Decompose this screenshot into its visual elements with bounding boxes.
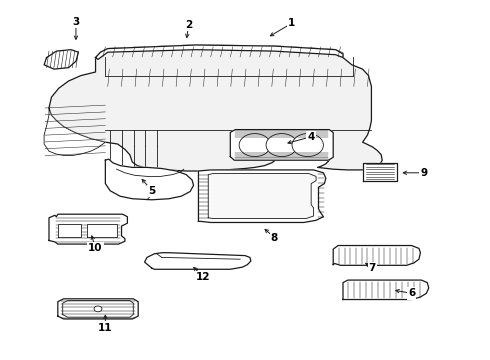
- Text: 10: 10: [88, 243, 103, 253]
- Polygon shape: [87, 224, 117, 237]
- Polygon shape: [58, 224, 81, 237]
- Text: 11: 11: [98, 323, 113, 333]
- Circle shape: [266, 134, 297, 157]
- Text: 2: 2: [185, 20, 192, 30]
- Text: 12: 12: [196, 272, 211, 282]
- Polygon shape: [44, 50, 78, 69]
- Polygon shape: [363, 163, 397, 181]
- Text: 1: 1: [288, 18, 295, 28]
- Polygon shape: [49, 45, 382, 171]
- Polygon shape: [58, 299, 138, 319]
- Polygon shape: [96, 45, 343, 59]
- Text: 4: 4: [307, 132, 315, 142]
- Circle shape: [239, 134, 270, 157]
- Text: 5: 5: [148, 186, 155, 196]
- Circle shape: [292, 134, 323, 157]
- Polygon shape: [49, 214, 127, 244]
- Polygon shape: [333, 246, 420, 265]
- Polygon shape: [343, 280, 429, 300]
- Polygon shape: [145, 253, 251, 269]
- Polygon shape: [44, 108, 105, 156]
- Text: 3: 3: [73, 17, 79, 27]
- Text: 6: 6: [408, 288, 415, 298]
- Text: 8: 8: [271, 233, 278, 243]
- Circle shape: [94, 306, 102, 312]
- Polygon shape: [198, 170, 326, 222]
- Polygon shape: [105, 159, 194, 200]
- Text: 9: 9: [420, 168, 427, 178]
- Text: 7: 7: [368, 263, 376, 273]
- Polygon shape: [208, 174, 316, 219]
- Polygon shape: [230, 130, 333, 160]
